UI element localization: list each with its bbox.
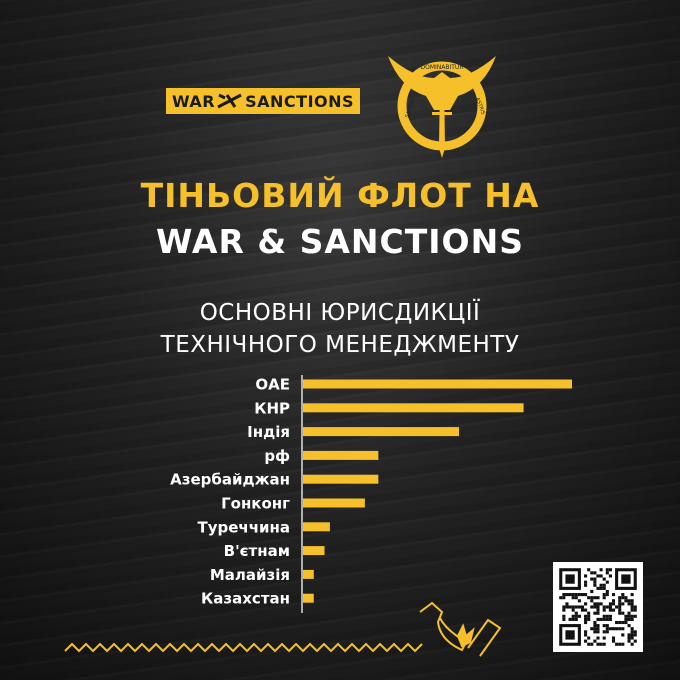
- category-label: В'єтнам: [224, 542, 290, 560]
- bar-3: [303, 450, 379, 460]
- bar-6: [303, 522, 330, 532]
- svg-text:ASTRIS: ASTRIS: [474, 97, 486, 116]
- war-and-sanctions-logo: WAR SANCTIONS: [166, 88, 360, 114]
- category-label: Індія: [247, 423, 290, 441]
- logo-text-left: WAR: [171, 91, 216, 111]
- category-label: Азербайджан: [170, 471, 290, 489]
- bar-4: [303, 474, 379, 484]
- category-label: Гонконг: [221, 495, 290, 513]
- category-label: Казахстан: [201, 590, 290, 608]
- title-line-2: WAR & SANCTIONS: [156, 222, 524, 261]
- category-label: ОАЕ: [255, 376, 290, 394]
- bar-8: [303, 569, 314, 579]
- plane-icon: [217, 93, 242, 109]
- category-label: рф: [264, 447, 290, 465]
- bar-9: [303, 593, 314, 603]
- category-label: КНР: [254, 399, 290, 417]
- category-label: Туреччина: [197, 518, 290, 536]
- sinking-ship-icon: [419, 601, 502, 657]
- svg-text:DOMINABITUR: DOMINABITUR: [421, 64, 464, 71]
- qr-code[interactable]: [553, 562, 643, 652]
- category-label: Малайзія: [210, 566, 290, 584]
- bar-0: [303, 379, 572, 389]
- title-line-1: ТІНЬОВИЙ ФЛОТ НА: [140, 176, 540, 215]
- bar-2: [303, 427, 460, 437]
- logo-text-right: SANCTIONS: [245, 91, 355, 111]
- bar-5: [303, 498, 365, 508]
- chart-title-line-2: ТЕХНІЧНОГО МЕНЕДЖМЕНТУ: [160, 332, 520, 358]
- bar-7: [303, 546, 325, 556]
- chart-title-line-1: ОСНОВНІ ЮРИСДИКЦІЇ: [199, 300, 481, 326]
- wave-line: [64, 642, 423, 653]
- bar-1: [303, 403, 524, 413]
- intelligence-emblem: DOMINABITUR SAPIENS ASTRIS: [388, 56, 496, 158]
